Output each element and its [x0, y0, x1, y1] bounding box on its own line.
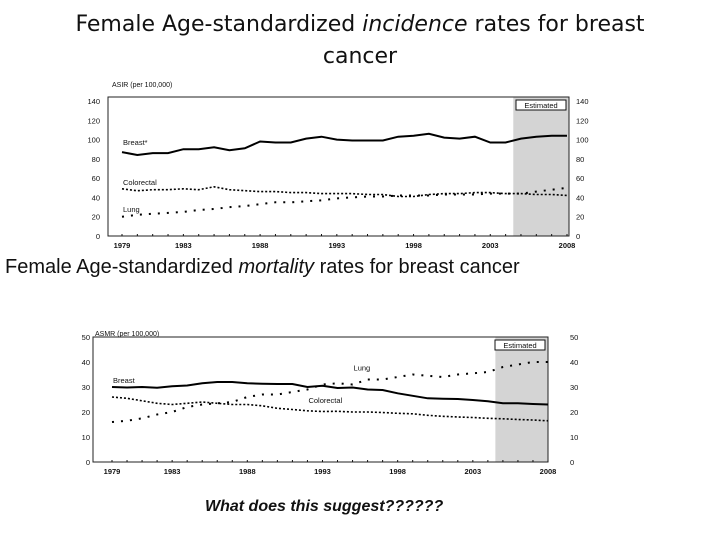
x-tick-label: 1983 — [175, 241, 192, 250]
x-tick-label: 1993 — [314, 467, 331, 476]
y-tick-right: 0 — [570, 458, 574, 467]
series-lung — [111, 361, 548, 423]
estimated-region — [513, 97, 569, 236]
y-tick-left: 40 — [82, 358, 90, 367]
series-label: Colorectal — [123, 178, 157, 187]
y-tick-left: 120 — [87, 116, 100, 125]
estimated-region — [495, 337, 548, 462]
x-tick-label: 1988 — [252, 241, 269, 250]
x-tick-label: 2008 — [559, 241, 576, 250]
title-text: Female Age-standardized — [75, 12, 363, 37]
y-tick-left: 20 — [92, 213, 100, 222]
title-text-end: rates for breast — [467, 12, 645, 37]
y-tick-right: 40 — [576, 193, 584, 202]
series-colorectal — [111, 396, 549, 422]
x-tick-label: 1993 — [328, 241, 345, 250]
y-tick-left: 10 — [82, 433, 90, 442]
x-tick-label: 1998 — [405, 241, 422, 250]
y-tick-right: 60 — [576, 174, 584, 183]
series-label: Colorectal — [308, 396, 342, 405]
estimated-label: Estimated — [524, 101, 557, 110]
y-axis-label: ASMR (per 100,000) — [95, 331, 159, 338]
y-tick-right: 50 — [570, 333, 578, 342]
slide-title: Female Age-standardized incidence rates … — [0, 10, 720, 40]
y-tick-right: 40 — [570, 358, 578, 367]
slide-title-line2: cancer — [322, 44, 398, 69]
y-tick-right: 10 — [570, 433, 578, 442]
series-label: Lung — [123, 205, 140, 214]
x-tick-label: 1998 — [389, 467, 406, 476]
x-tick-label: 2003 — [464, 467, 481, 476]
series-colorectal — [121, 185, 568, 198]
y-tick-left: 100 — [87, 136, 100, 145]
plot-frame — [107, 96, 570, 237]
series-label: Breast — [113, 376, 136, 385]
y-tick-left: 20 — [82, 408, 90, 417]
subtitle-text-end: rates for breast cancer — [314, 256, 520, 278]
y-tick-right: 20 — [576, 213, 584, 222]
subtitle-text: Female Age-standardized — [5, 256, 239, 278]
question-text: What does this suggest?????? — [205, 498, 444, 515]
y-tick-right: 0 — [576, 232, 580, 241]
y-tick-right: 140 — [576, 97, 589, 106]
estimated-box — [515, 99, 567, 111]
y-tick-left: 0 — [86, 458, 90, 467]
series-label: Breast* — [123, 138, 148, 147]
y-tick-right: 30 — [570, 383, 578, 392]
subtitle-emphasis: mortality — [238, 256, 315, 278]
x-tick-label: 1983 — [164, 467, 181, 476]
y-tick-right: 100 — [576, 136, 589, 145]
y-tick-left: 40 — [92, 193, 100, 202]
slide-subtitle: Female Age-standardized mortality rates … — [5, 256, 520, 279]
x-tick-label: 1979 — [114, 241, 131, 250]
series-breast — [121, 132, 567, 157]
y-tick-left: 140 — [87, 97, 100, 106]
series-breast — [111, 381, 549, 406]
x-tick-label: 2003 — [482, 241, 499, 250]
y-tick-right: 20 — [570, 408, 578, 417]
x-tick-label: 1979 — [104, 467, 121, 476]
plot-frame — [92, 336, 549, 463]
series-label: Lung — [354, 364, 371, 373]
y-tick-left: 80 — [92, 155, 100, 164]
y-tick-left: 50 — [82, 333, 90, 342]
y-tick-left: 0 — [96, 232, 100, 241]
x-tick-label: 2008 — [540, 467, 557, 476]
estimated-box — [494, 339, 546, 351]
x-tick-label: 1988 — [239, 467, 256, 476]
y-tick-left: 30 — [82, 383, 90, 392]
y-tick-right: 120 — [576, 116, 589, 125]
y-axis-label: ASIR (per 100,000) — [112, 82, 172, 89]
estimated-label: Estimated — [503, 341, 536, 350]
y-tick-right: 80 — [576, 155, 584, 164]
title-emphasis: incidence — [362, 12, 468, 37]
y-tick-left: 60 — [92, 174, 100, 183]
